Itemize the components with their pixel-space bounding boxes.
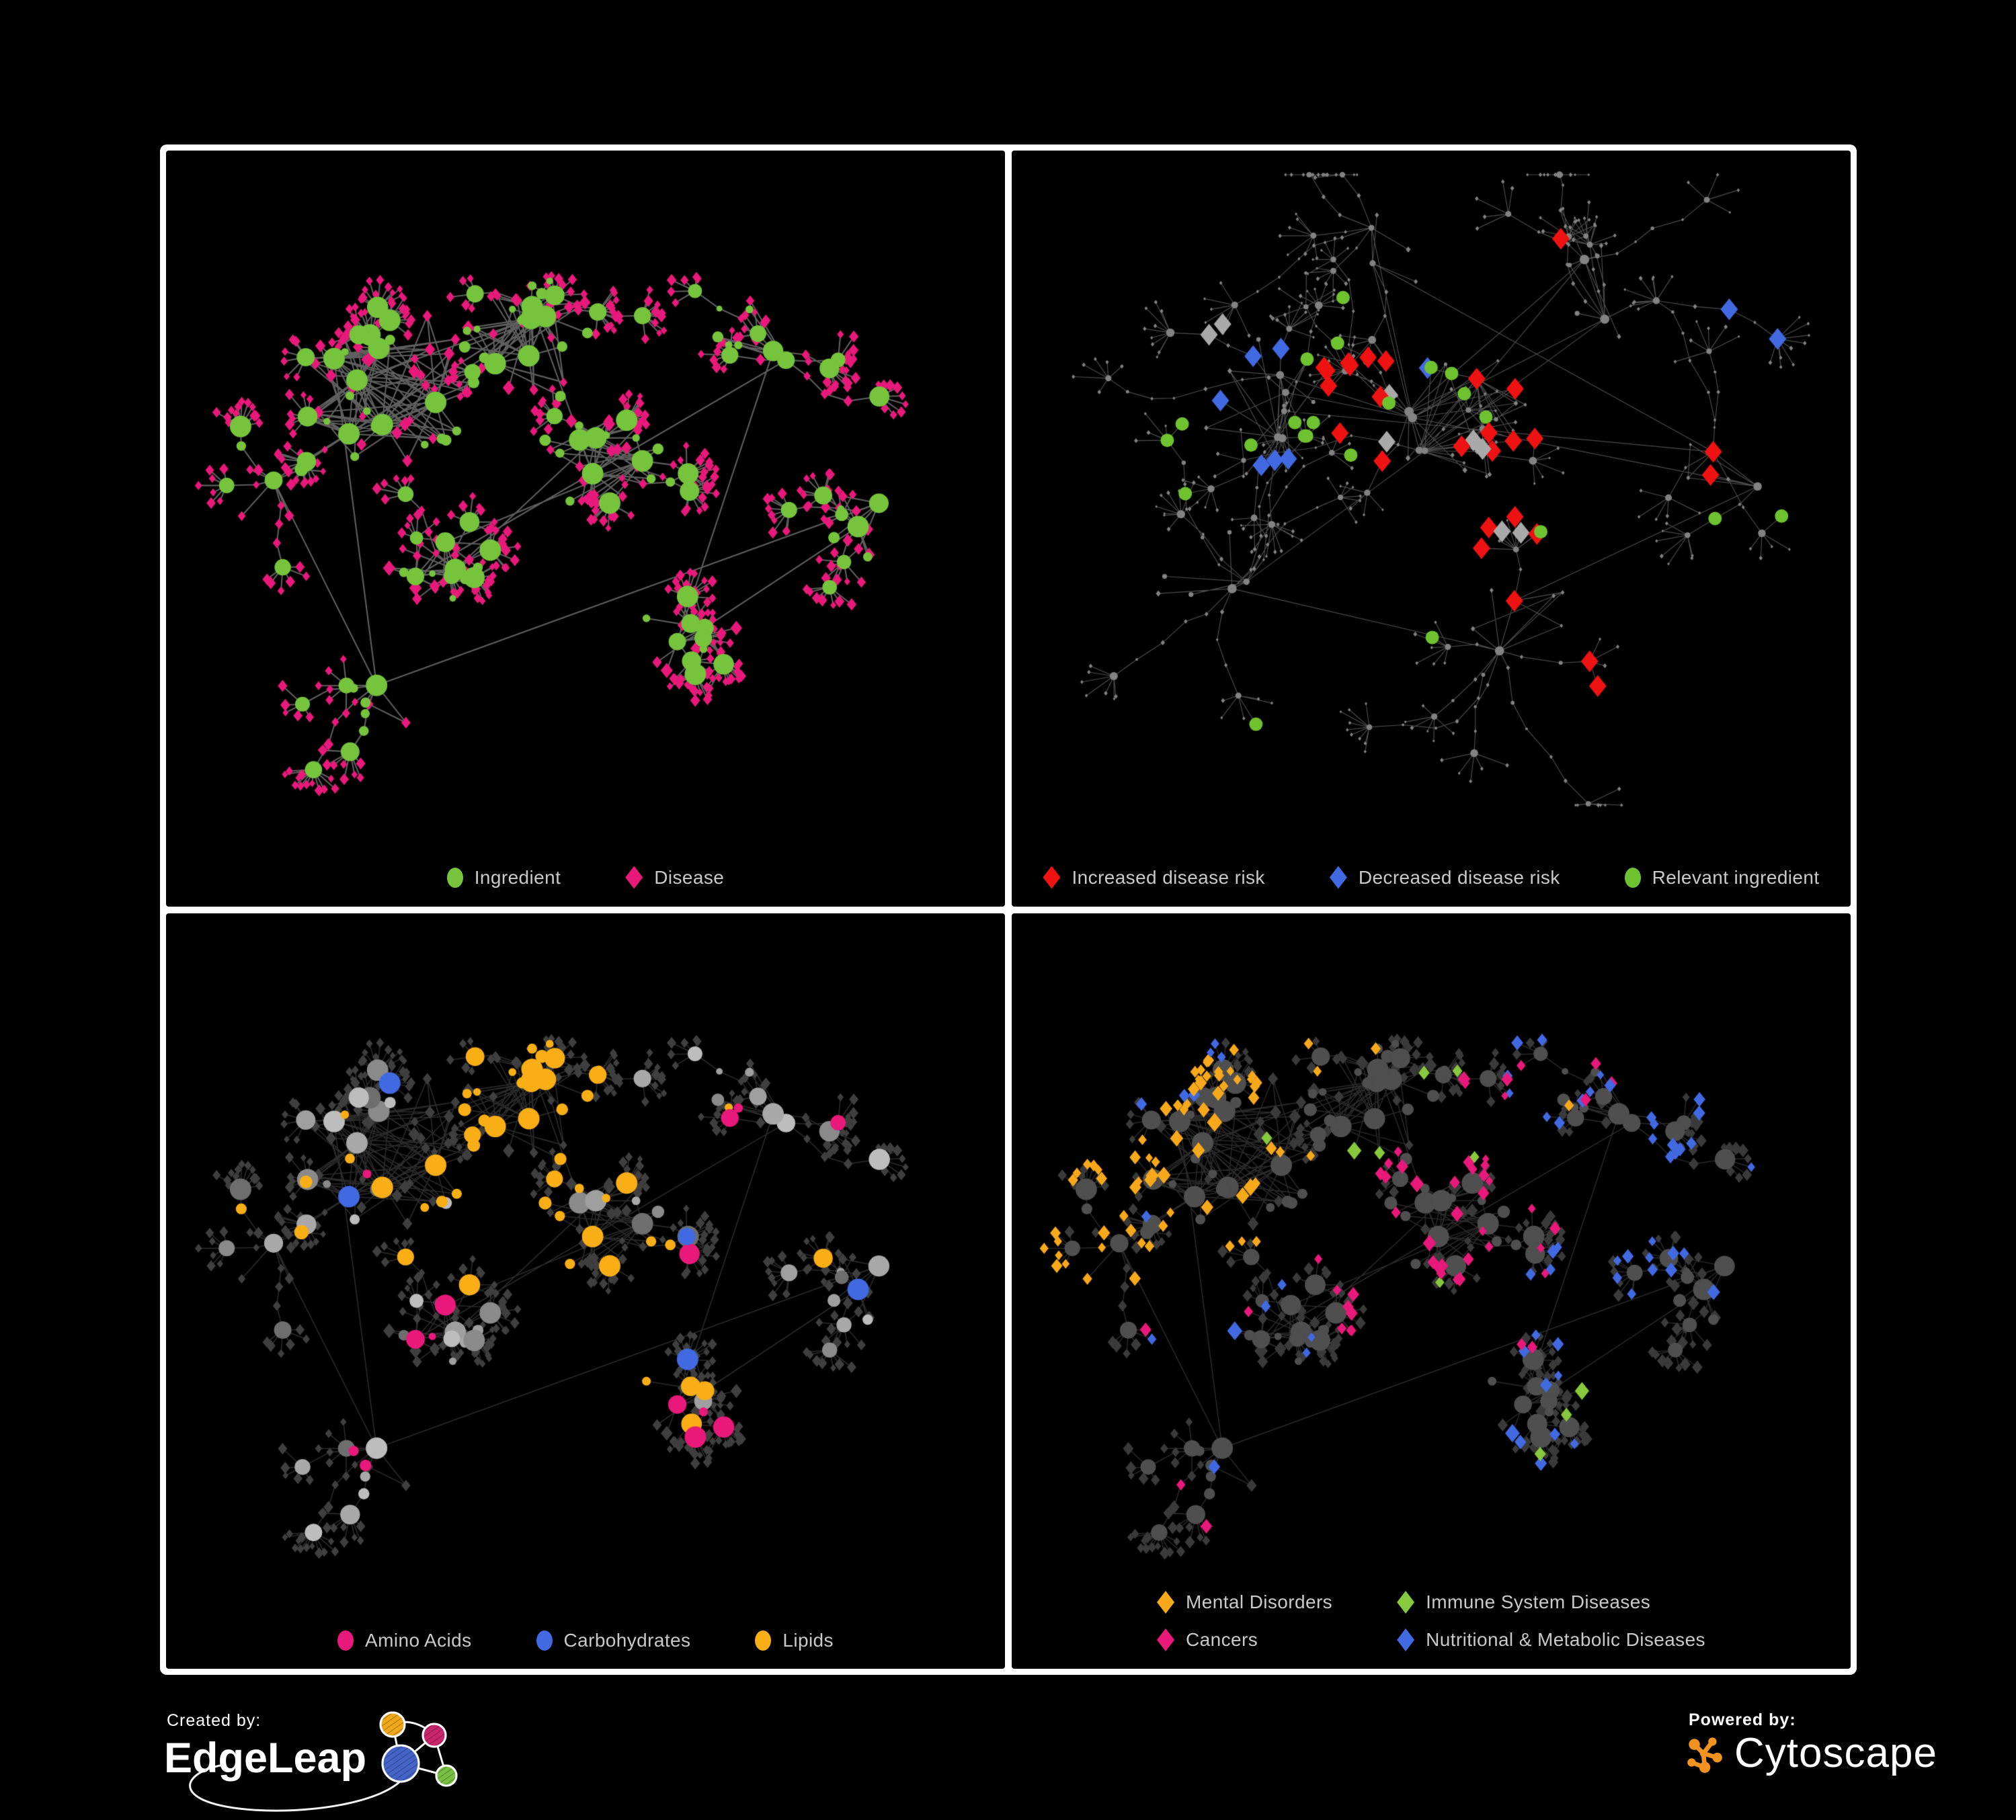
legend-marker-circle-icon bbox=[337, 1630, 354, 1651]
nutrient-class-network-canvas bbox=[166, 913, 1005, 1592]
legend-marker-diamond-icon bbox=[625, 866, 643, 889]
panel-ingredient-disease: Ingredient Disease bbox=[166, 151, 1005, 907]
ingredient-disease-network-canvas bbox=[166, 151, 1005, 829]
legend-marker-diamond-icon bbox=[1329, 866, 1347, 889]
legend-item: Cancers bbox=[1157, 1628, 1258, 1651]
edgeleap-swoosh bbox=[189, 1764, 402, 1812]
cytoscape-logo bbox=[1687, 1737, 1722, 1773]
disease-category-network-canvas bbox=[1012, 913, 1851, 1592]
edgeleap-wordmark: EdgeLeap bbox=[164, 1735, 367, 1782]
panel-disease-categories: Mental Disorders Cancers Immune System Dis… bbox=[1012, 913, 1851, 1669]
legend-item: Lipids bbox=[755, 1630, 834, 1651]
edgeleap-credit: Created by: EdgeLeap bbox=[164, 1706, 554, 1817]
legend-disease-risk: Increased disease risk Decreased disease … bbox=[1012, 866, 1851, 889]
legend-grid: Mental Disorders Cancers Immune System Dis… bbox=[1157, 1591, 1705, 1651]
disease-risk-network-canvas bbox=[1012, 151, 1851, 829]
legend-label: Ingredient bbox=[474, 866, 561, 888]
legend-item: Ingredient bbox=[446, 866, 561, 888]
legend-marker-diamond-icon bbox=[1397, 1591, 1415, 1614]
legend-marker-diamond-icon bbox=[1043, 866, 1061, 889]
legend-label: Mental Disorders bbox=[1186, 1591, 1333, 1612]
legend-nutrient-classes: Amino Acids Carbohydrates Lipids bbox=[166, 1630, 1005, 1651]
legend-marker-diamond-icon bbox=[1397, 1628, 1415, 1651]
panels-frame: Ingredient Disease Increased disease risk… bbox=[160, 144, 1857, 1675]
legend-item: Immune System Diseases bbox=[1397, 1591, 1650, 1614]
edgeleap-logo-nodes bbox=[379, 1711, 458, 1787]
created-by-label: Created by: bbox=[167, 1711, 261, 1730]
legend-marker-circle-icon bbox=[755, 1630, 772, 1651]
legend-disease-categories: Mental Disorders Cancers Immune System Dis… bbox=[1012, 1591, 1851, 1651]
legend-marker-diamond-icon bbox=[1157, 1628, 1175, 1651]
powered-by-label: Powered by: bbox=[1689, 1710, 1796, 1729]
legend-item: Increased disease risk bbox=[1043, 866, 1264, 889]
cytoscape-wordmark: Cytoscape bbox=[1734, 1730, 1937, 1776]
legend-marker-circle-icon bbox=[446, 867, 463, 888]
legend-label: Nutritional & Metabolic Diseases bbox=[1426, 1629, 1705, 1650]
legend-label: Disease bbox=[654, 866, 725, 888]
cytoscape-credit: Powered by: Cytoscape bbox=[1682, 1710, 1998, 1811]
legend-item: Decreased disease risk bbox=[1329, 866, 1560, 889]
legend-item: Carbohydrates bbox=[536, 1630, 691, 1651]
legend-item: Mental Disorders bbox=[1157, 1591, 1332, 1614]
panel-disease-risk: Increased disease risk Decreased disease … bbox=[1012, 151, 1851, 907]
legend-label: Carbohydrates bbox=[563, 1630, 691, 1651]
legend-label: Immune System Diseases bbox=[1426, 1591, 1651, 1612]
legend-marker-diamond-icon bbox=[1157, 1591, 1175, 1614]
legend-label: Relevant ingredient bbox=[1652, 866, 1820, 888]
legend-label: Cancers bbox=[1186, 1629, 1258, 1650]
legend-label: Increased disease risk bbox=[1072, 866, 1265, 888]
legend-item: Relevant ingredient bbox=[1624, 866, 1820, 888]
panel-nutrient-classes: Amino Acids Carbohydrates Lipids bbox=[166, 913, 1005, 1669]
legend-ingredient-disease: Ingredient Disease bbox=[166, 866, 1005, 889]
legend-item: Disease bbox=[625, 866, 724, 889]
legend-label: Amino Acids bbox=[365, 1630, 472, 1651]
edgeleap-logo bbox=[189, 1711, 458, 1812]
legend-marker-circle-icon bbox=[1624, 867, 1641, 888]
legend-item: Amino Acids bbox=[337, 1630, 471, 1651]
legend-marker-circle-icon bbox=[536, 1630, 553, 1651]
legend-label: Decreased disease risk bbox=[1358, 866, 1560, 888]
legend-label: Lipids bbox=[782, 1630, 834, 1651]
legend-item: Nutritional & Metabolic Diseases bbox=[1397, 1628, 1705, 1651]
